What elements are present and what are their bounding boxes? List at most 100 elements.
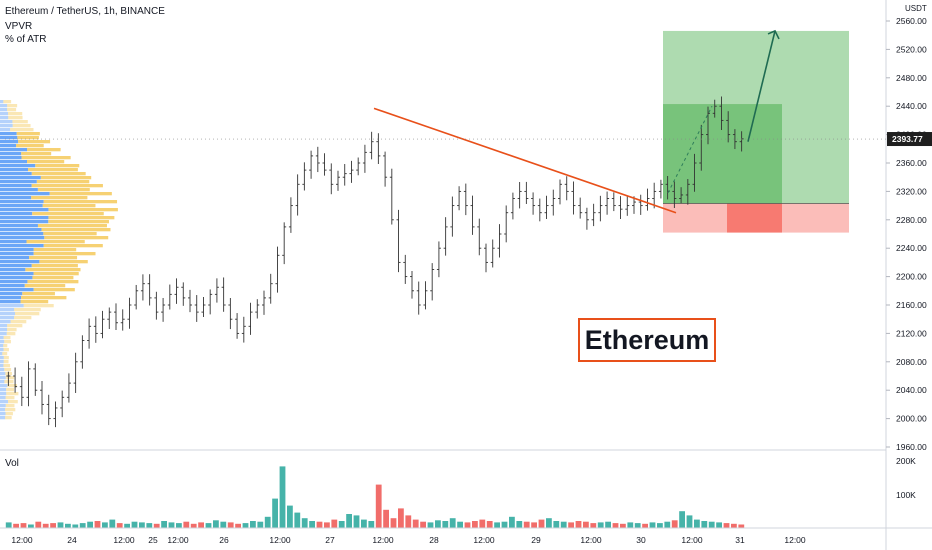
vpvr-down-row xyxy=(43,232,97,236)
vpvr-up-row xyxy=(0,200,44,204)
vpvr-up-row xyxy=(0,192,50,196)
vpvr-down-row xyxy=(26,240,85,244)
volume-bar xyxy=(701,521,708,528)
vpvr-down-row xyxy=(8,112,23,116)
volume-bar xyxy=(501,521,508,528)
price-tick-label: 2320.00 xyxy=(896,186,927,196)
vpvr-up-row xyxy=(0,120,13,124)
price-tick-label: 2160.00 xyxy=(896,300,927,310)
volume-bars xyxy=(5,466,745,528)
vpvr-up-row xyxy=(0,148,28,152)
volume-bar xyxy=(87,521,93,528)
vpvr-up-row xyxy=(0,384,8,388)
vpvr-down-row xyxy=(40,176,92,180)
volume-bar xyxy=(568,522,574,528)
vpvr-down-row xyxy=(39,260,88,264)
time-tick-label: 12:00 xyxy=(11,535,33,545)
vpvr-up-row xyxy=(0,184,32,188)
vpvr-down-row xyxy=(37,188,90,192)
volume-bar xyxy=(279,466,286,528)
time-tick-label: 25 xyxy=(148,535,158,545)
volume-bar xyxy=(168,522,175,528)
volume-bar xyxy=(708,521,715,528)
vpvr-up-row xyxy=(0,296,22,300)
vpvr-down-row xyxy=(7,328,17,332)
vpvr-up-row xyxy=(0,244,44,248)
vpvr-up-row xyxy=(0,288,34,292)
vpvr-down-row xyxy=(43,244,103,248)
current-price-tag xyxy=(887,132,932,147)
price-tick-label: 2240.00 xyxy=(896,243,927,253)
vpvr-down-row xyxy=(21,156,71,160)
vpvr-up-row xyxy=(0,196,32,200)
price-tick-label: 2080.00 xyxy=(896,357,927,367)
volume-bar xyxy=(575,521,582,528)
volume-bar xyxy=(679,511,685,528)
volume-bar xyxy=(50,523,56,528)
volume-bar xyxy=(442,521,449,528)
vpvr-up-row xyxy=(0,216,49,220)
time-tick-label: 29 xyxy=(531,535,541,545)
vpvr-down-row xyxy=(48,208,118,212)
vpvr-down-row xyxy=(12,120,28,124)
volume-profile xyxy=(0,100,118,420)
volume-bar xyxy=(353,515,360,528)
vpvr-down-row xyxy=(20,300,49,304)
vpvr-up-row xyxy=(0,220,49,224)
ethereum-annotation[interactable]: Ethereum xyxy=(578,318,716,362)
volume-bar xyxy=(486,521,493,528)
volume-bar xyxy=(301,518,308,528)
vpvr-down-row xyxy=(12,124,31,128)
volume-bar xyxy=(368,521,375,528)
vpvr-up-row xyxy=(0,320,11,324)
volume-bar xyxy=(294,512,301,528)
volume-bar xyxy=(694,519,700,528)
vpvr-up-row xyxy=(0,268,26,272)
vpvr-up-row xyxy=(0,204,43,208)
vpvr-up-row xyxy=(0,284,25,288)
vpvr-up-row xyxy=(0,332,7,336)
volume-bar xyxy=(390,518,397,528)
volume-bar xyxy=(523,521,530,528)
volume-bar xyxy=(627,522,634,528)
time-tick-label: 24 xyxy=(67,535,77,545)
volume-tick-label: 100K xyxy=(896,490,916,500)
volume-bar xyxy=(671,520,678,528)
price-axis-panel xyxy=(886,0,932,550)
vpvr-down-row xyxy=(28,168,78,172)
vpvr-up-row xyxy=(0,224,38,228)
volume-bar xyxy=(657,523,663,528)
vpvr-up-row xyxy=(0,404,6,408)
vpvr-down-row xyxy=(44,236,109,240)
vpvr-up-row xyxy=(0,376,6,380)
volume-bar xyxy=(538,519,545,528)
vpvr-up-row xyxy=(0,328,8,332)
vpvr-up-row xyxy=(0,188,38,192)
vpvr-down-row xyxy=(27,148,61,152)
trendline xyxy=(373,107,677,214)
price-tick-label: 2000.00 xyxy=(896,414,927,424)
volume-bar xyxy=(553,521,560,528)
volume-bar xyxy=(642,523,648,528)
vpvr-up-row xyxy=(0,240,27,244)
vpvr-down-row xyxy=(31,196,88,200)
vpvr-up-row xyxy=(0,156,22,160)
volume-bar xyxy=(449,518,456,528)
volume-bar xyxy=(57,522,64,528)
price-tick-label: 1960.00 xyxy=(896,442,927,452)
vpvr-down-row xyxy=(3,348,9,352)
vpvr-up-row xyxy=(0,372,6,376)
price-tick-label: 2480.00 xyxy=(896,73,927,83)
vpvr-down-row xyxy=(25,268,81,272)
vpvr-up-row xyxy=(0,172,32,176)
vpvr-up-row xyxy=(0,400,9,404)
drawings xyxy=(373,29,780,214)
vpvr-down-row xyxy=(4,340,11,344)
vpvr-down-row xyxy=(8,116,23,120)
volume-bar xyxy=(531,522,537,528)
volume-bar xyxy=(139,522,145,528)
position-zones xyxy=(663,30,849,233)
vpvr-down-row xyxy=(27,280,79,284)
vpvr-down-row xyxy=(14,308,41,312)
